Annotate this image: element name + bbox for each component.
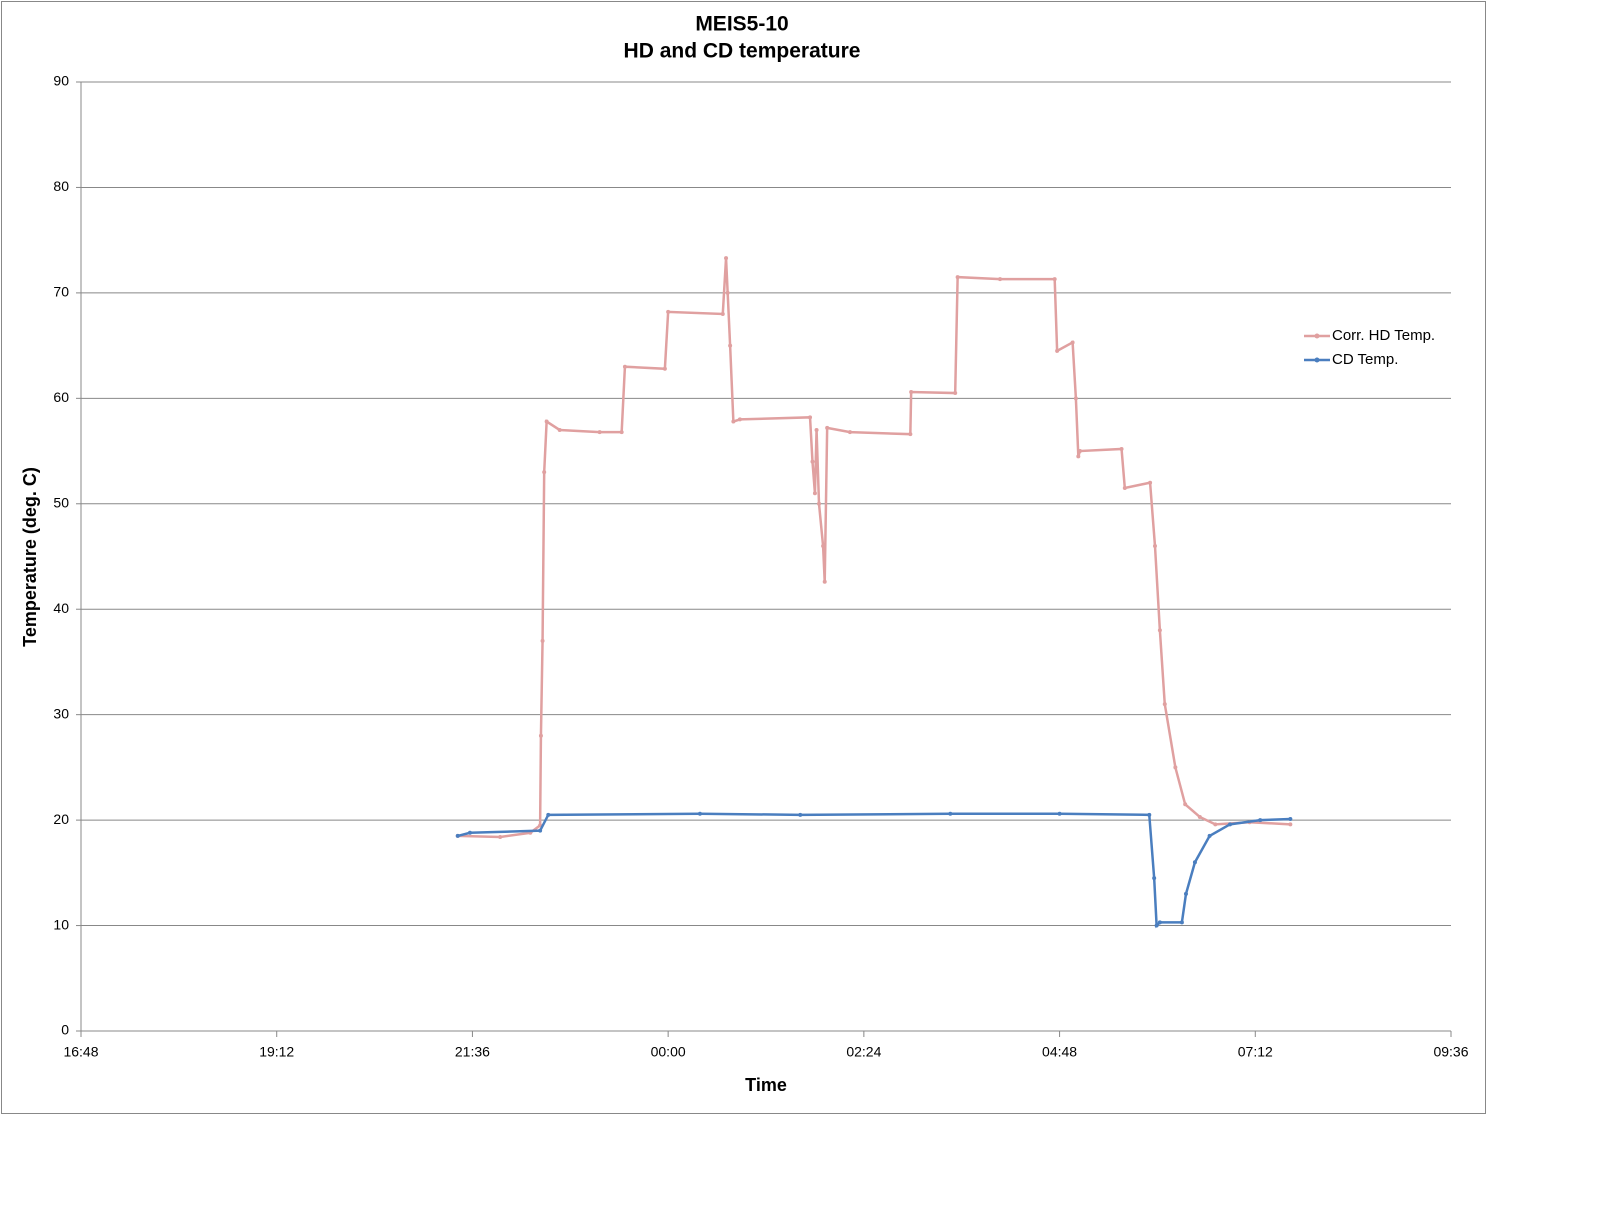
y-tick-label: 10 (53, 916, 69, 932)
data-point (544, 419, 549, 424)
data-point (1173, 765, 1178, 770)
data-point (1122, 485, 1127, 490)
data-point (724, 256, 729, 261)
data-point (1157, 920, 1162, 925)
data-point (619, 430, 624, 435)
x-tick-label: 21:36 (455, 1044, 490, 1060)
data-point (798, 812, 803, 817)
data-point (955, 275, 960, 280)
data-point (666, 309, 671, 314)
x-axis-label: Time (745, 1075, 787, 1095)
x-tick-label: 04:48 (1042, 1044, 1077, 1060)
data-point (557, 427, 562, 432)
series-line (457, 258, 1291, 839)
y-tick-label: 80 (53, 178, 69, 194)
data-point (546, 812, 551, 817)
data-point (1148, 480, 1153, 485)
data-point (597, 430, 602, 435)
data-point (948, 811, 953, 816)
data-point (953, 391, 958, 396)
data-point (1119, 446, 1124, 451)
legend-marker (1314, 333, 1320, 339)
legend-marker (1314, 357, 1320, 363)
chart-title: MEIS5-10 (695, 13, 788, 36)
data-point (814, 427, 819, 432)
data-point (467, 830, 472, 835)
data-point (825, 425, 830, 430)
data-point (662, 366, 667, 371)
data-point (731, 419, 736, 424)
data-point (909, 390, 914, 395)
data-point (540, 638, 545, 643)
x-tick-label: 07:12 (1238, 1044, 1273, 1060)
data-point (538, 828, 543, 833)
legend-label: CD Temp. (1332, 351, 1398, 368)
data-point (542, 470, 547, 475)
y-tick-label: 50 (53, 494, 69, 510)
data-point (812, 491, 817, 496)
data-point (538, 733, 543, 738)
data-point (1152, 876, 1157, 881)
y-tick-label: 0 (61, 1022, 69, 1038)
x-tick-label: 16:48 (63, 1044, 98, 1060)
y-tick-label: 30 (53, 705, 69, 721)
data-point (1192, 860, 1197, 865)
data-point (1228, 822, 1233, 827)
data-point (1183, 802, 1188, 807)
y-axis-label: Temperature (deg. C) (20, 467, 40, 647)
legend-label: Corr. HD Temp. (1332, 327, 1435, 344)
data-point (728, 343, 733, 348)
y-tick-label: 90 (53, 73, 69, 89)
data-point (1157, 628, 1162, 633)
data-point (1154, 923, 1159, 928)
data-point (808, 415, 813, 420)
x-tick-label: 09:36 (1433, 1044, 1468, 1060)
data-point (1179, 920, 1184, 925)
data-point (998, 277, 1003, 282)
data-point (1152, 543, 1157, 548)
x-tick-label: 19:12 (259, 1044, 294, 1060)
data-point (622, 364, 627, 369)
data-point (1213, 822, 1218, 827)
data-point (1288, 817, 1293, 822)
data-point (822, 579, 827, 584)
data-point (1052, 277, 1057, 282)
y-tick-label: 60 (53, 389, 69, 405)
data-point (1147, 812, 1152, 817)
data-point (1258, 818, 1263, 823)
data-point (1197, 814, 1202, 819)
y-tick-label: 70 (53, 284, 69, 300)
y-tick-label: 20 (53, 811, 69, 827)
data-point (817, 501, 822, 506)
data-point (498, 834, 503, 839)
data-point (847, 430, 852, 435)
x-tick-label: 02:24 (846, 1044, 881, 1060)
data-point (1183, 891, 1188, 896)
data-point (821, 543, 826, 548)
data-point (1077, 449, 1082, 454)
data-point (1070, 340, 1075, 345)
data-point (720, 311, 725, 316)
data-point (1288, 822, 1293, 827)
data-point (1207, 833, 1212, 838)
data-point (697, 811, 702, 816)
chart-subtitle: HD and CD temperature (624, 40, 861, 63)
data-point (1055, 348, 1060, 353)
data-point (1073, 396, 1078, 401)
data-point (908, 432, 913, 437)
data-point (810, 459, 815, 464)
chart-frame (1, 1, 1486, 1114)
data-point (1076, 454, 1081, 459)
data-point (1162, 702, 1167, 707)
y-tick-label: 40 (53, 600, 69, 616)
data-point (725, 290, 730, 295)
x-tick-label: 00:00 (651, 1044, 686, 1060)
data-point (1057, 811, 1062, 816)
data-point (737, 417, 742, 422)
data-point (455, 833, 460, 838)
